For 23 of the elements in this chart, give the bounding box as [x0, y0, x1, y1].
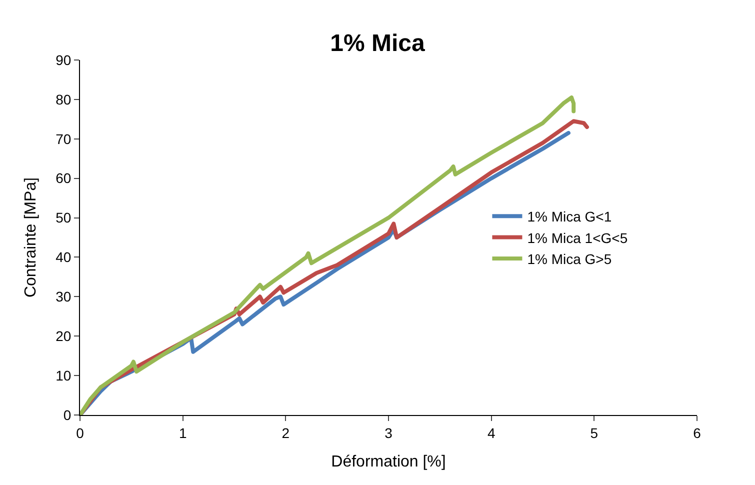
- y-tick-label: 20: [56, 328, 72, 344]
- legend-label: 1% Mica G<1: [527, 208, 612, 225]
- chart-title: 1% Mica: [330, 30, 426, 57]
- x-tick-label: 4: [487, 424, 496, 441]
- x-tick-label: 3: [384, 424, 393, 441]
- x-tick-label: 0: [76, 424, 84, 441]
- y-tick-label: 60: [56, 170, 72, 186]
- x-tick-label: 5: [590, 424, 598, 441]
- x-tick-label: 1: [178, 424, 187, 441]
- y-tick-label: 80: [56, 91, 72, 108]
- x-axis-title: Déformation [%]: [331, 454, 446, 470]
- y-tick-label: 30: [56, 288, 72, 305]
- y-tick-label: 10: [56, 367, 72, 384]
- x-tick-label: 6: [693, 424, 702, 441]
- legend-label: 1% Mica G>5: [527, 250, 612, 267]
- y-tick-label: 40: [56, 249, 72, 266]
- x-tick-label: 2: [282, 424, 290, 441]
- y-axis-title: Contrainte [MPa]: [22, 177, 40, 298]
- y-tick-label: 90: [56, 52, 72, 68]
- y-tick-label: 50: [56, 210, 72, 226]
- y-tick-label: 0: [63, 406, 72, 423]
- y-tick-label: 70: [56, 130, 72, 147]
- legend-label: 1% Mica 1<G<5: [527, 230, 628, 246]
